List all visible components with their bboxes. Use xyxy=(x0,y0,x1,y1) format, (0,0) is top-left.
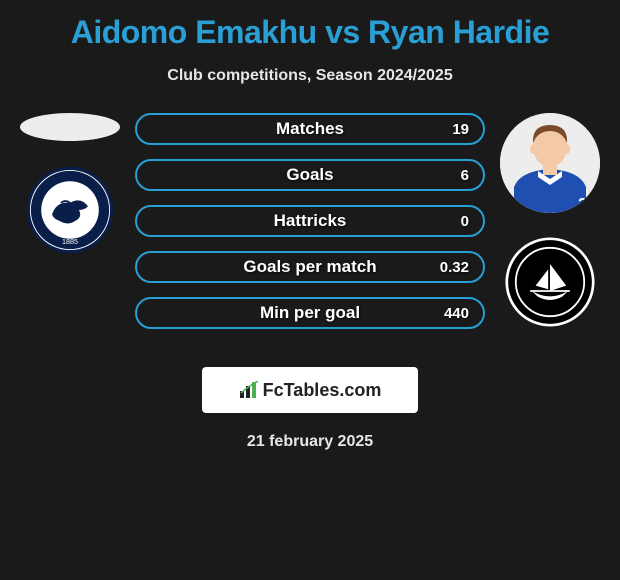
comparison-card: Aidomo Emakhu vs Ryan Hardie Club compet… xyxy=(0,0,620,451)
stat-label: Min per goal xyxy=(260,303,360,323)
player-left-column: 1885 xyxy=(10,113,130,255)
club-badge-left: 1885 xyxy=(25,165,115,255)
stat-bar-min-per-goal: Min per goal 440 xyxy=(135,297,485,329)
player-right-column: 2R xyxy=(490,113,610,327)
stat-value: 0.32 xyxy=(440,259,469,276)
plymouth-badge-icon xyxy=(505,237,595,327)
stat-label: Goals per match xyxy=(243,257,376,277)
player-left-avatar-placeholder xyxy=(20,113,120,141)
stat-value: 0 xyxy=(461,213,469,230)
content-row: 1885 Matches 19 Goals 6 Hattricks 0 Goal… xyxy=(0,113,620,329)
millwall-badge-icon: 1885 xyxy=(25,165,115,255)
stat-value: 6 xyxy=(461,167,469,184)
page-title: Aidomo Emakhu vs Ryan Hardie xyxy=(71,14,550,51)
stat-bar-goals: Goals 6 xyxy=(135,159,485,191)
stat-value: 19 xyxy=(452,121,469,138)
stat-label: Hattricks xyxy=(274,211,347,231)
stat-bar-hattricks: Hattricks 0 xyxy=(135,205,485,237)
stat-bar-goals-per-match: Goals per match 0.32 xyxy=(135,251,485,283)
logo-label: FcTables.com xyxy=(263,380,382,401)
page-subtitle: Club competitions, Season 2024/2025 xyxy=(167,67,452,85)
stat-label: Goals xyxy=(286,165,333,185)
stat-value: 440 xyxy=(444,305,469,322)
stats-column: Matches 19 Goals 6 Hattricks 0 Goals per… xyxy=(135,113,485,329)
club-badge-right xyxy=(505,237,595,327)
comparison-date: 21 february 2025 xyxy=(247,433,373,451)
bar-chart-icon xyxy=(239,381,261,399)
player-right-avatar: 2R xyxy=(500,113,600,213)
stat-bar-matches: Matches 19 xyxy=(135,113,485,145)
player-photo-icon: 2R xyxy=(500,113,600,213)
fctables-logo-text: FcTables.com xyxy=(239,380,382,401)
stat-label: Matches xyxy=(276,119,344,139)
svg-text:2R: 2R xyxy=(578,196,599,213)
fctables-logo[interactable]: FcTables.com xyxy=(202,367,418,413)
svg-text:1885: 1885 xyxy=(62,237,78,246)
